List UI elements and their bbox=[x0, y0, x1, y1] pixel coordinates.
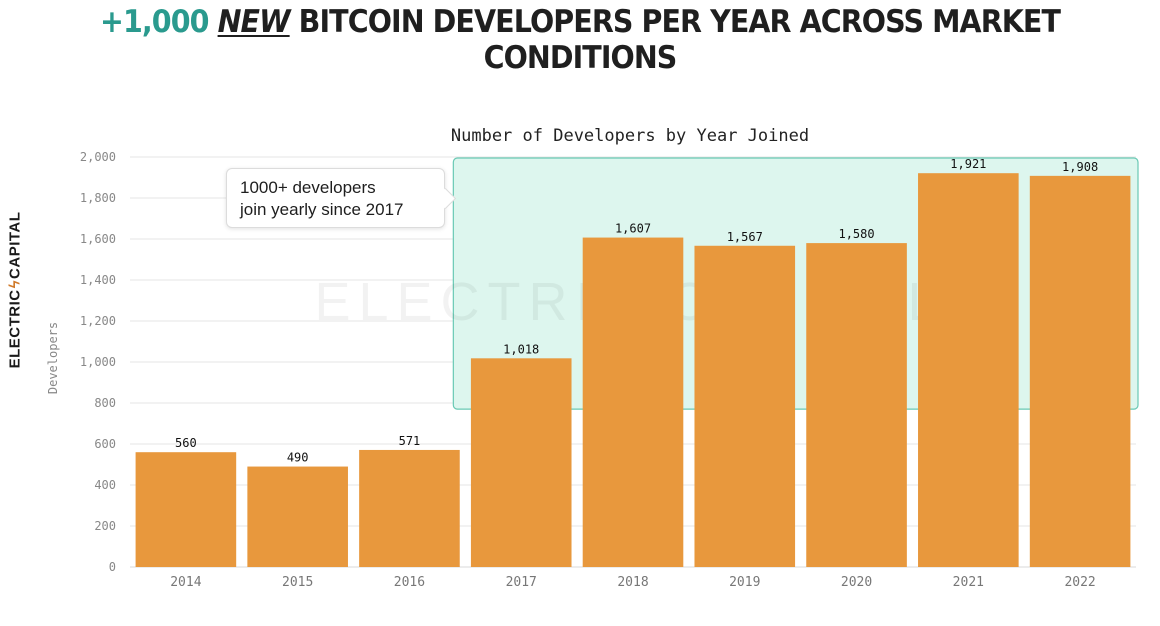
y-axis-label: Developers bbox=[46, 322, 60, 394]
bars-layer bbox=[135, 173, 1131, 568]
data-label-2020: 1,580 bbox=[838, 227, 874, 241]
x-tick-label: 2016 bbox=[394, 575, 425, 590]
x-tick-label: 2020 bbox=[841, 575, 872, 590]
y-tick-label: 0 bbox=[109, 560, 116, 574]
headline-emphasis: NEW bbox=[217, 4, 291, 40]
bar-2022 bbox=[1029, 175, 1131, 568]
bar-2018 bbox=[582, 237, 684, 567]
bar-2019 bbox=[694, 245, 796, 567]
callout-line-1: 1000+ developers bbox=[240, 178, 376, 197]
labels-layer: 0 200 400 600 800 1,000 1,200 1,400 1,600 1,800 2,… bbox=[80, 150, 1098, 590]
y-tick-label: 400 bbox=[94, 478, 116, 492]
x-tick-label: 2018 bbox=[617, 575, 648, 590]
x-tick-label: 2021 bbox=[953, 575, 984, 590]
y-tick-label: 1,400 bbox=[80, 273, 116, 287]
y-tick-label: 600 bbox=[94, 437, 116, 451]
x-tick-label: 2014 bbox=[170, 575, 201, 590]
chart-title: Number of Developers by Year Joined bbox=[451, 126, 809, 146]
bar-2015 bbox=[247, 466, 348, 567]
y-tick-label: 800 bbox=[94, 396, 116, 410]
y-tick-label: 2,000 bbox=[80, 150, 116, 164]
bar-2014 bbox=[135, 452, 237, 567]
headline: +1,000 NEW BITCOIN DEVELOPERS PER YEAR A… bbox=[46, 4, 1113, 76]
data-label-2016: 571 bbox=[399, 434, 421, 448]
bar-2017 bbox=[470, 358, 572, 567]
callout-line-2: join yearly since 2017 bbox=[240, 200, 404, 219]
y-tick-label: 1,200 bbox=[80, 314, 116, 328]
data-label-2014: 560 bbox=[175, 436, 197, 450]
bar-2021 bbox=[918, 173, 1019, 567]
x-tick-label: 2017 bbox=[506, 575, 537, 590]
bar-2020 bbox=[806, 243, 907, 567]
y-tick-label: 1,000 bbox=[80, 355, 116, 369]
x-tick-label: 2022 bbox=[1064, 575, 1095, 590]
y-tick-label: 1,600 bbox=[80, 232, 116, 246]
x-tick-label: 2015 bbox=[282, 575, 313, 590]
data-label-2021: 1,921 bbox=[950, 157, 986, 171]
headline-accent: +1,000 bbox=[99, 4, 210, 40]
data-label-2022: 1,908 bbox=[1062, 160, 1098, 174]
headline-rest: BITCOIN DEVELOPERS PER YEAR ACROSS MARKE… bbox=[298, 4, 1061, 76]
data-label-2015: 490 bbox=[287, 451, 309, 465]
y-tick-label: 200 bbox=[94, 519, 116, 533]
data-label-2017: 1,018 bbox=[503, 342, 539, 356]
bar-2016 bbox=[359, 449, 460, 567]
data-label-2018: 1,607 bbox=[615, 222, 651, 236]
data-label-2019: 1,567 bbox=[727, 230, 763, 244]
x-tick-label: 2019 bbox=[729, 575, 760, 590]
y-tick-label: 1,800 bbox=[80, 191, 116, 205]
callout-box: 1000+ developers join yearly since 2017 bbox=[226, 168, 457, 228]
